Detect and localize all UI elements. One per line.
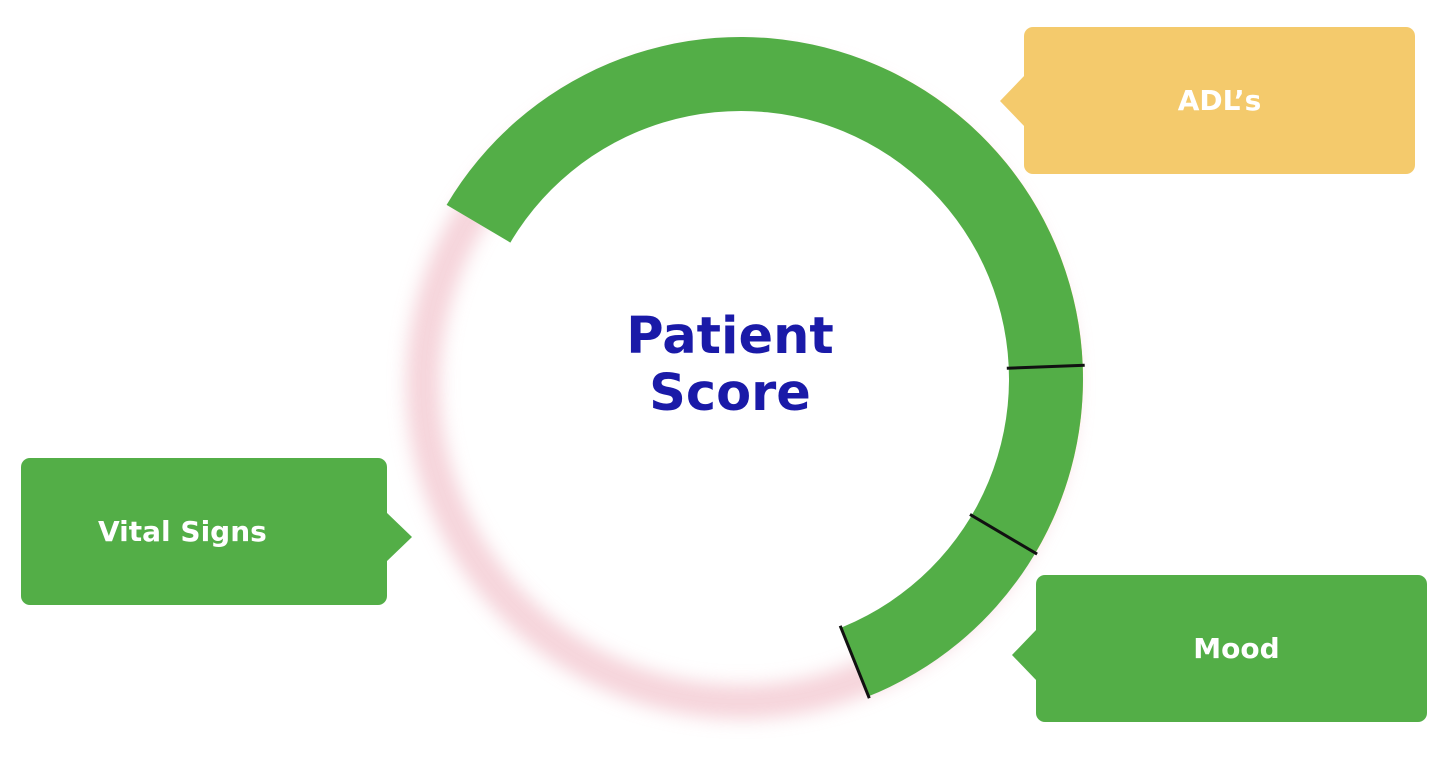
ring-inner-hole [473, 111, 1009, 647]
callout-adls: ADL’s [1000, 27, 1415, 174]
ring-divider-1 [969, 513, 1038, 556]
center-title: Patient Score [560, 308, 900, 422]
center-title-line-1: Patient [626, 307, 834, 366]
callout-adls-pointer [1000, 75, 1025, 127]
center-title-line-2: Score [649, 364, 811, 423]
callout-vital-signs-label: Vital Signs [98, 515, 267, 548]
callout-vital-signs: Vital Signs [21, 458, 412, 605]
callout-mood-pointer [1012, 629, 1037, 681]
callout-vital-signs-pointer [386, 512, 412, 562]
ring-divider-3 [1006, 363, 1085, 370]
callout-mood-label: Mood [1193, 632, 1280, 665]
callout-mood: Mood [1012, 575, 1427, 722]
ring-divider-2 [838, 625, 871, 699]
callout-adls-label: ADL’s [1177, 84, 1262, 117]
